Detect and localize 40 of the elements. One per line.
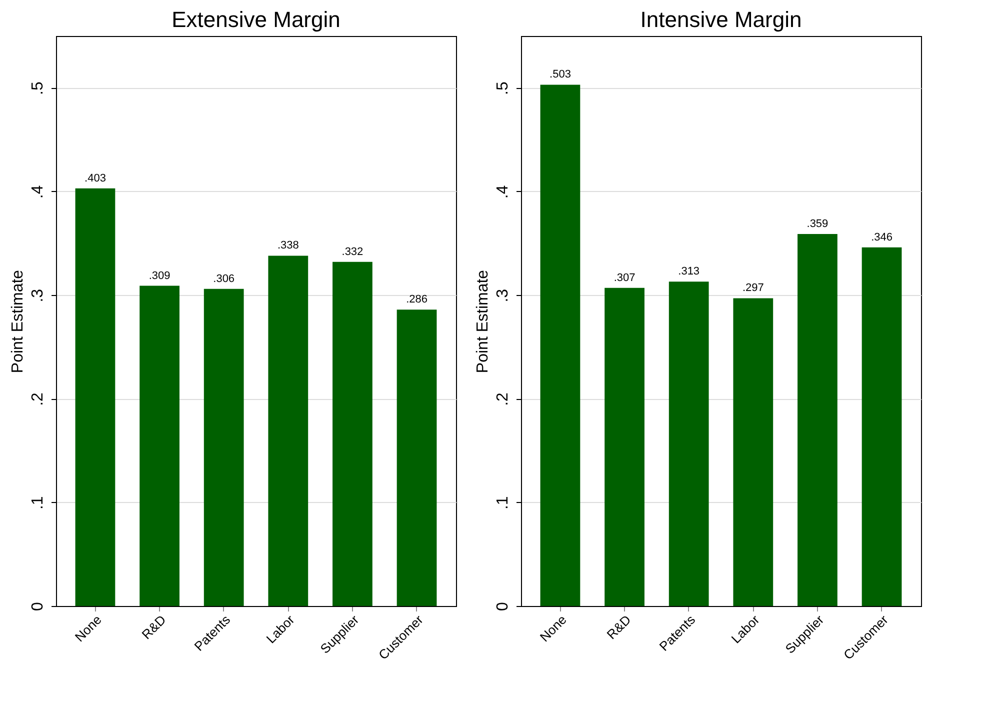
chart-title: Intensive Margin [640, 7, 802, 32]
y-tick-label: .4 [494, 185, 512, 199]
y-tick-label: 0 [30, 602, 46, 611]
y-tick-label: .1 [30, 496, 46, 510]
bar [75, 188, 116, 606]
bar [604, 288, 644, 606]
y-tick-label: .5 [494, 82, 512, 95]
y-tick-label: .1 [494, 496, 512, 510]
y-tick-label: .3 [494, 288, 512, 302]
y-axis-title: Point Estimate [10, 270, 26, 374]
y-tick-label: 0 [494, 602, 512, 611]
data-label: .306 [213, 272, 235, 285]
data-label: .359 [806, 218, 828, 230]
bar [668, 282, 709, 606]
data-label: .503 [550, 68, 571, 81]
y-tick-label: .2 [30, 392, 46, 406]
bar [862, 247, 902, 606]
y-tick-label: .2 [494, 392, 512, 406]
bar [798, 234, 838, 606]
data-label: .332 [342, 246, 364, 258]
data-label: .297 [742, 282, 764, 294]
y-tick-label: .5 [30, 82, 46, 95]
y-tick-label: .4 [30, 185, 46, 199]
data-label: .403 [84, 172, 106, 184]
bar [396, 310, 437, 606]
data-label: .338 [277, 240, 299, 252]
data-label: .313 [678, 266, 700, 278]
bar [332, 262, 372, 606]
bar [204, 288, 244, 606]
data-label: .286 [406, 294, 428, 306]
data-label: .309 [148, 270, 170, 282]
y-tick-label: .3 [30, 288, 46, 302]
data-label: .307 [614, 272, 636, 284]
bar [140, 286, 180, 606]
y-axis-title: Point Estimate [474, 270, 492, 374]
data-label: .346 [871, 231, 892, 244]
bar [268, 256, 308, 606]
chart-title: Extensive Margin [172, 7, 340, 32]
bar [540, 84, 580, 606]
bar [733, 298, 774, 606]
